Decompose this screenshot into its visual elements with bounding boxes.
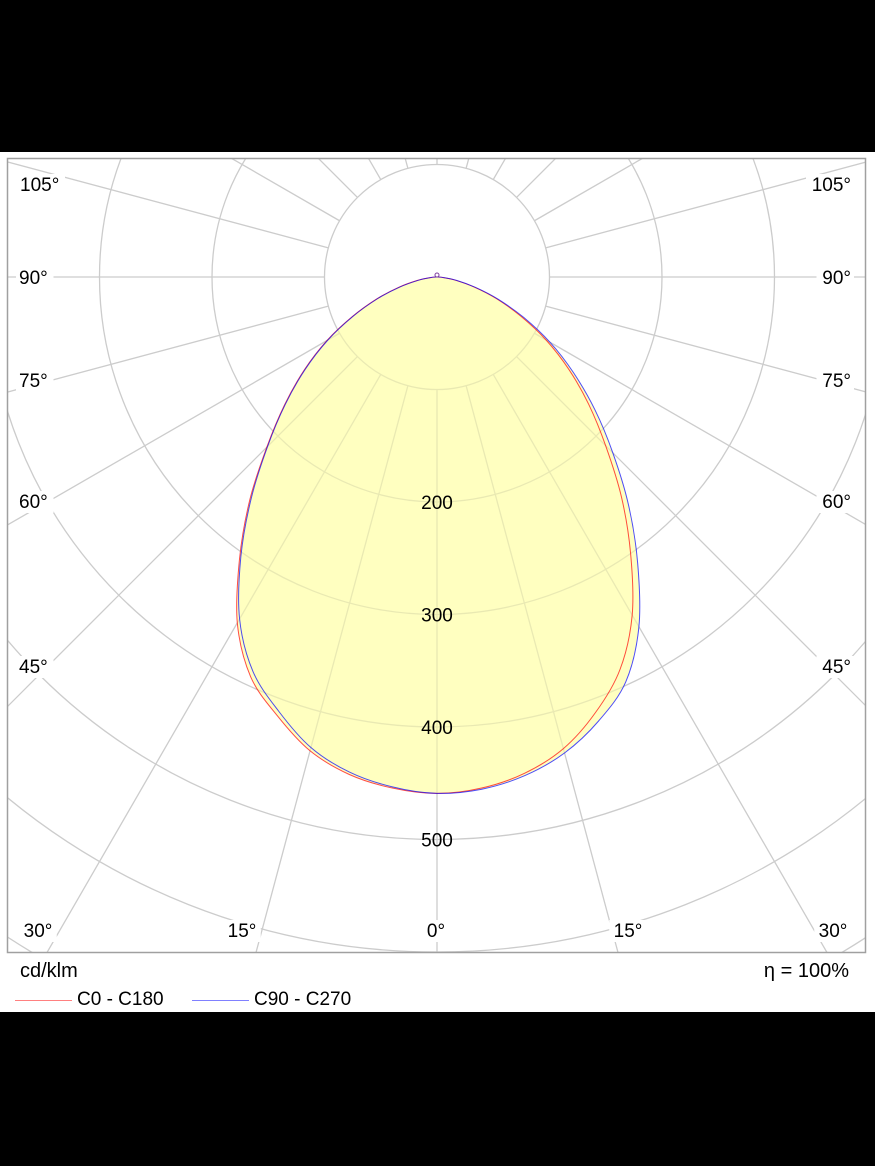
angle-tick-label: 60° bbox=[19, 492, 48, 513]
grid-spoke bbox=[126, 152, 407, 168]
polar-diagram-panel: 200 300 400 500 105° 90° 75° 60° 45° 30° 105° 90° 7… bbox=[0, 152, 875, 1012]
grid-spoke bbox=[0, 152, 328, 248]
legend-label: C90 - C270 bbox=[254, 989, 352, 1010]
grid-spoke bbox=[516, 356, 865, 706]
grid-spoke bbox=[492, 374, 640, 794]
legend-blue-line-icon bbox=[192, 999, 249, 1001]
angle-tick-label: 30° bbox=[819, 921, 848, 942]
grid-spoke bbox=[534, 332, 865, 525]
radial-tick-label: 200 bbox=[421, 493, 453, 514]
angle-tick-label: 15° bbox=[228, 921, 257, 942]
angle-tick-label: 45° bbox=[19, 657, 48, 678]
label-bg bbox=[816, 491, 854, 513]
grid-spoke bbox=[545, 305, 865, 393]
label-bg bbox=[223, 920, 261, 942]
unit-label: cd/klm bbox=[20, 960, 78, 982]
angle-tick-label: 75° bbox=[19, 371, 48, 392]
polar-grid-overlay bbox=[0, 152, 875, 794]
label-bg bbox=[16, 656, 54, 678]
angle-tick-label: 90° bbox=[19, 268, 48, 289]
radial-tick-label: 400 bbox=[421, 718, 453, 739]
angle-tick-label: 15° bbox=[614, 921, 643, 942]
chart-frame bbox=[6, 157, 867, 954]
angle-tick-label: 75° bbox=[822, 371, 851, 392]
radial-tick-label: 300 bbox=[421, 606, 453, 627]
label-bg bbox=[609, 920, 647, 942]
intensity-fill bbox=[236, 277, 640, 794]
angle-tick-labels: 105° 90° 75° 60° 45° 30° 105° 90° 75° 60° 45° 30° 30… bbox=[16, 174, 854, 942]
label-bg bbox=[19, 920, 57, 942]
legend-item-c90-c270: C90 - C270 bbox=[192, 988, 351, 1012]
label-bg bbox=[814, 920, 852, 942]
legend: C0 - C180 C90 - C270 bbox=[0, 988, 875, 1012]
efficiency-label: η = 100% bbox=[763, 960, 849, 982]
grid-spoke bbox=[8, 305, 329, 393]
label-bg bbox=[16, 491, 54, 513]
angle-tick-label: 105° bbox=[20, 175, 59, 196]
angle-tick-label: 0° bbox=[427, 921, 445, 942]
grid-spoke bbox=[465, 385, 640, 794]
label-bg bbox=[816, 656, 854, 678]
label-bg bbox=[422, 920, 450, 942]
label-bg bbox=[816, 267, 854, 289]
label-bg bbox=[806, 174, 854, 196]
label-bg bbox=[17, 174, 65, 196]
intensity-area bbox=[238, 277, 640, 794]
grid-spoke bbox=[236, 385, 409, 794]
angle-tick-label: 105° bbox=[812, 175, 851, 196]
curve-c90-c270 bbox=[238, 276, 641, 794]
legend-item-c0-c180: C0 - C180 bbox=[15, 988, 164, 1012]
angle-tick-label: 30° bbox=[24, 921, 53, 942]
grid-spoke bbox=[236, 374, 382, 794]
grid-spoke bbox=[466, 152, 747, 168]
grid-spoke bbox=[404, 159, 409, 169]
label-bg bbox=[16, 370, 54, 392]
intensity-curves bbox=[236, 272, 641, 794]
radial-tick-labels: 200 300 400 500 bbox=[421, 493, 453, 852]
polar-intensity-chart: 200 300 400 500 105° 90° 75° 60° 45° 30° 105° 90° 7… bbox=[0, 152, 875, 954]
angle-tick-label: 45° bbox=[822, 657, 851, 678]
grid-spoke bbox=[8, 332, 340, 526]
label-bg bbox=[16, 267, 54, 289]
label-bg bbox=[816, 370, 854, 392]
radial-tick-label: 500 bbox=[421, 831, 453, 852]
grid-spoke bbox=[8, 356, 358, 707]
grid-spoke bbox=[545, 161, 865, 249]
angle-tick-label: 90° bbox=[822, 268, 851, 289]
legend-label: C0 - C180 bbox=[77, 989, 164, 1010]
angle-tick-label: 60° bbox=[822, 492, 851, 513]
grid-spoke bbox=[546, 152, 875, 248]
grid-spoke bbox=[465, 159, 470, 169]
legend-red-line-icon bbox=[15, 999, 72, 1001]
origin-marker bbox=[434, 272, 440, 278]
grid-spoke bbox=[8, 161, 329, 249]
